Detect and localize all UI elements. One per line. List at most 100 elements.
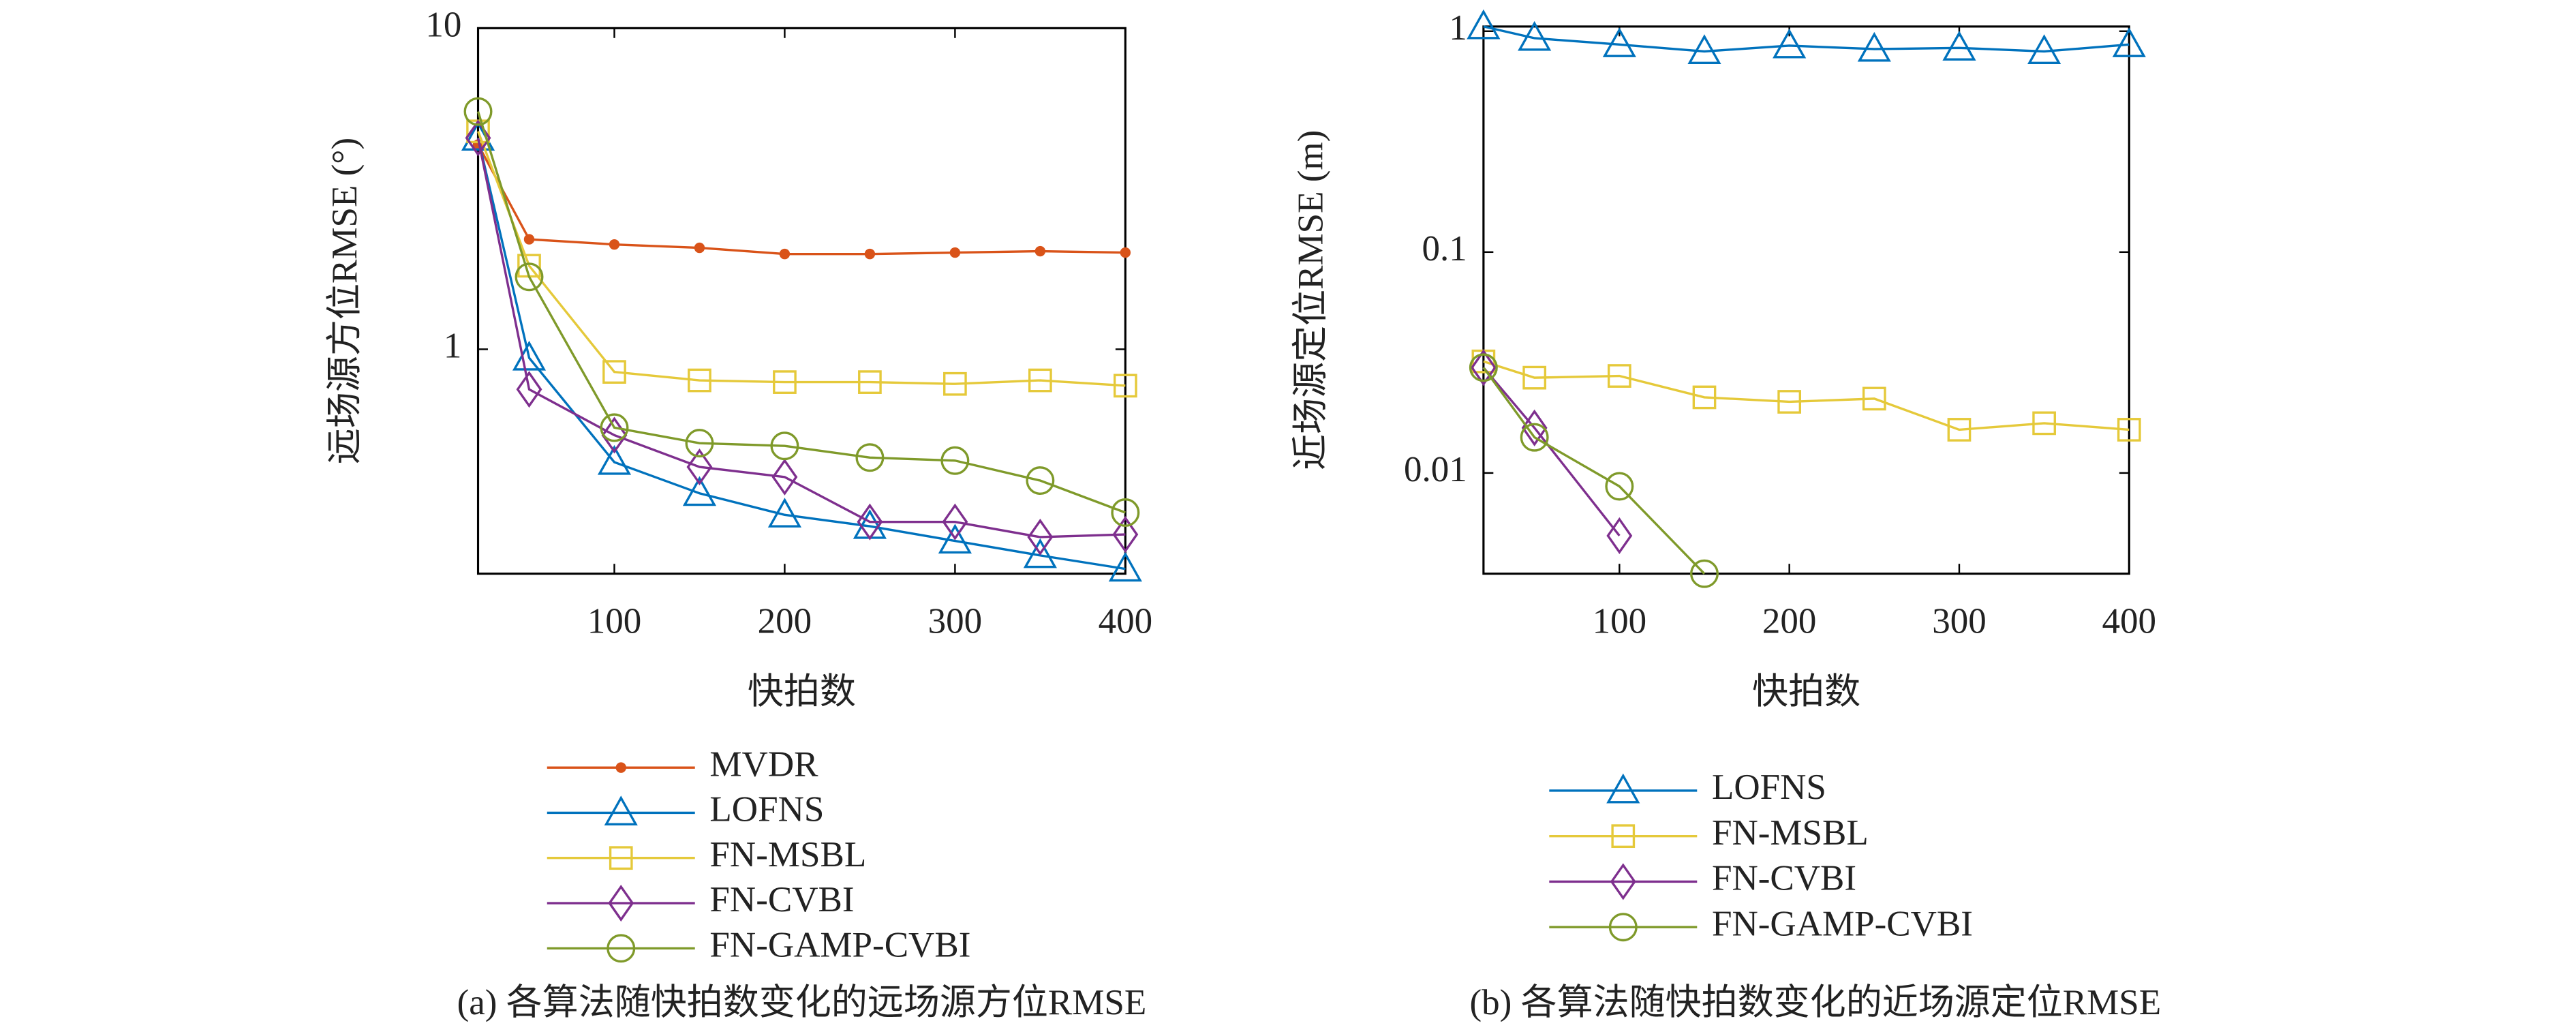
legend-label: LOFNS [1712,767,1826,807]
series-line [1482,367,1621,536]
marker [2027,34,2061,64]
marker [1857,31,1891,62]
series-line [476,111,1126,514]
marker [1608,913,1638,942]
marker [1606,773,1640,804]
x-axis-label: 快拍数 [1752,672,1860,712]
legend-label: FN-CVBI [709,880,854,919]
marker [938,523,972,554]
y-tick-label: 1 [1449,8,1467,48]
plot-frame [1482,25,2130,575]
marker [1467,9,1501,40]
marker [1773,28,1807,59]
legend-label: FN-MSBL [709,835,866,875]
x-tick-label: 200 [1762,602,1817,641]
marker [597,444,632,475]
y-tick-label: 10 [425,5,461,44]
x-tick-label: 100 [587,602,642,641]
x-tick-label: 400 [2102,602,2157,641]
y-axis-label: 远场源方位RMSE (°) [325,138,365,464]
marker [604,795,638,825]
marker [609,239,620,250]
marker [685,429,714,458]
marker [686,448,713,486]
marker [463,97,493,126]
marker [1112,516,1139,553]
marker [607,934,636,963]
marker [942,503,968,541]
marker [1023,538,1057,568]
marker [949,247,961,258]
marker [602,360,626,384]
marker [608,884,634,922]
marker [1607,364,1631,388]
series-line [476,138,1126,571]
legend-label: FN-GAMP-CVBI [1712,904,1973,943]
marker [1120,247,1131,258]
marker [1777,390,1802,414]
marker [2117,418,2141,442]
marker [857,503,883,541]
plot-frame [476,27,1126,575]
marker [1469,353,1498,382]
marker [1862,386,1886,411]
marker [767,498,802,528]
series-line [476,131,1126,387]
caption: (a) 各算法随快拍数变化的远场源方位RMSE [457,983,1147,1022]
marker [1028,368,1052,393]
marker [1027,518,1054,556]
x-tick-label: 100 [1593,602,1647,641]
series-line [1483,25,2130,53]
legend-label: FN-CVBI [1712,859,1856,898]
marker [1611,824,1636,849]
y-axis-label: 近场源定位RMSE (m) [1291,130,1331,470]
marker [682,476,717,506]
marker [1522,365,1547,390]
x-tick-label: 400 [1099,602,1153,641]
marker [858,370,882,394]
y-tick-label: 0.1 [1422,229,1467,269]
marker [523,234,535,245]
legend-label: LOFNS [709,790,824,830]
x-tick-label: 300 [928,602,983,641]
series-line [477,144,1126,256]
marker [940,446,970,475]
marker [515,262,544,292]
marker [1111,498,1140,527]
series-line [476,138,1126,538]
marker [855,443,885,472]
caption: (b) 各算法随快拍数变化的近场源定位RMSE [1469,983,2161,1022]
marker [1605,472,1634,501]
marker [1026,466,1055,496]
marker [516,371,542,408]
marker [1690,559,1719,588]
marker [779,248,791,260]
x-tick-label: 200 [758,602,812,641]
marker [1518,20,1552,51]
marker [1947,418,1972,442]
legend-label: FN-MSBL [1712,813,1869,853]
marker [1610,863,1636,900]
legend-label: MVDR [709,744,818,784]
legend-label: FN-GAMP-CVBI [709,925,970,964]
marker [943,371,967,396]
marker [694,242,705,254]
marker [1687,34,1721,64]
marker [771,458,798,496]
marker [770,431,799,461]
y-tick-label: 1 [444,326,462,366]
marker [615,762,626,773]
marker [688,368,711,393]
marker [1606,517,1633,554]
x-tick-label: 300 [1932,602,1987,641]
marker [1521,409,1548,446]
y-tick-label: 0.01 [1404,450,1467,489]
marker [1113,374,1137,398]
series-line [1482,367,1706,575]
marker [1520,423,1549,452]
marker [1108,551,1142,582]
marker [864,248,876,260]
marker [600,413,629,442]
